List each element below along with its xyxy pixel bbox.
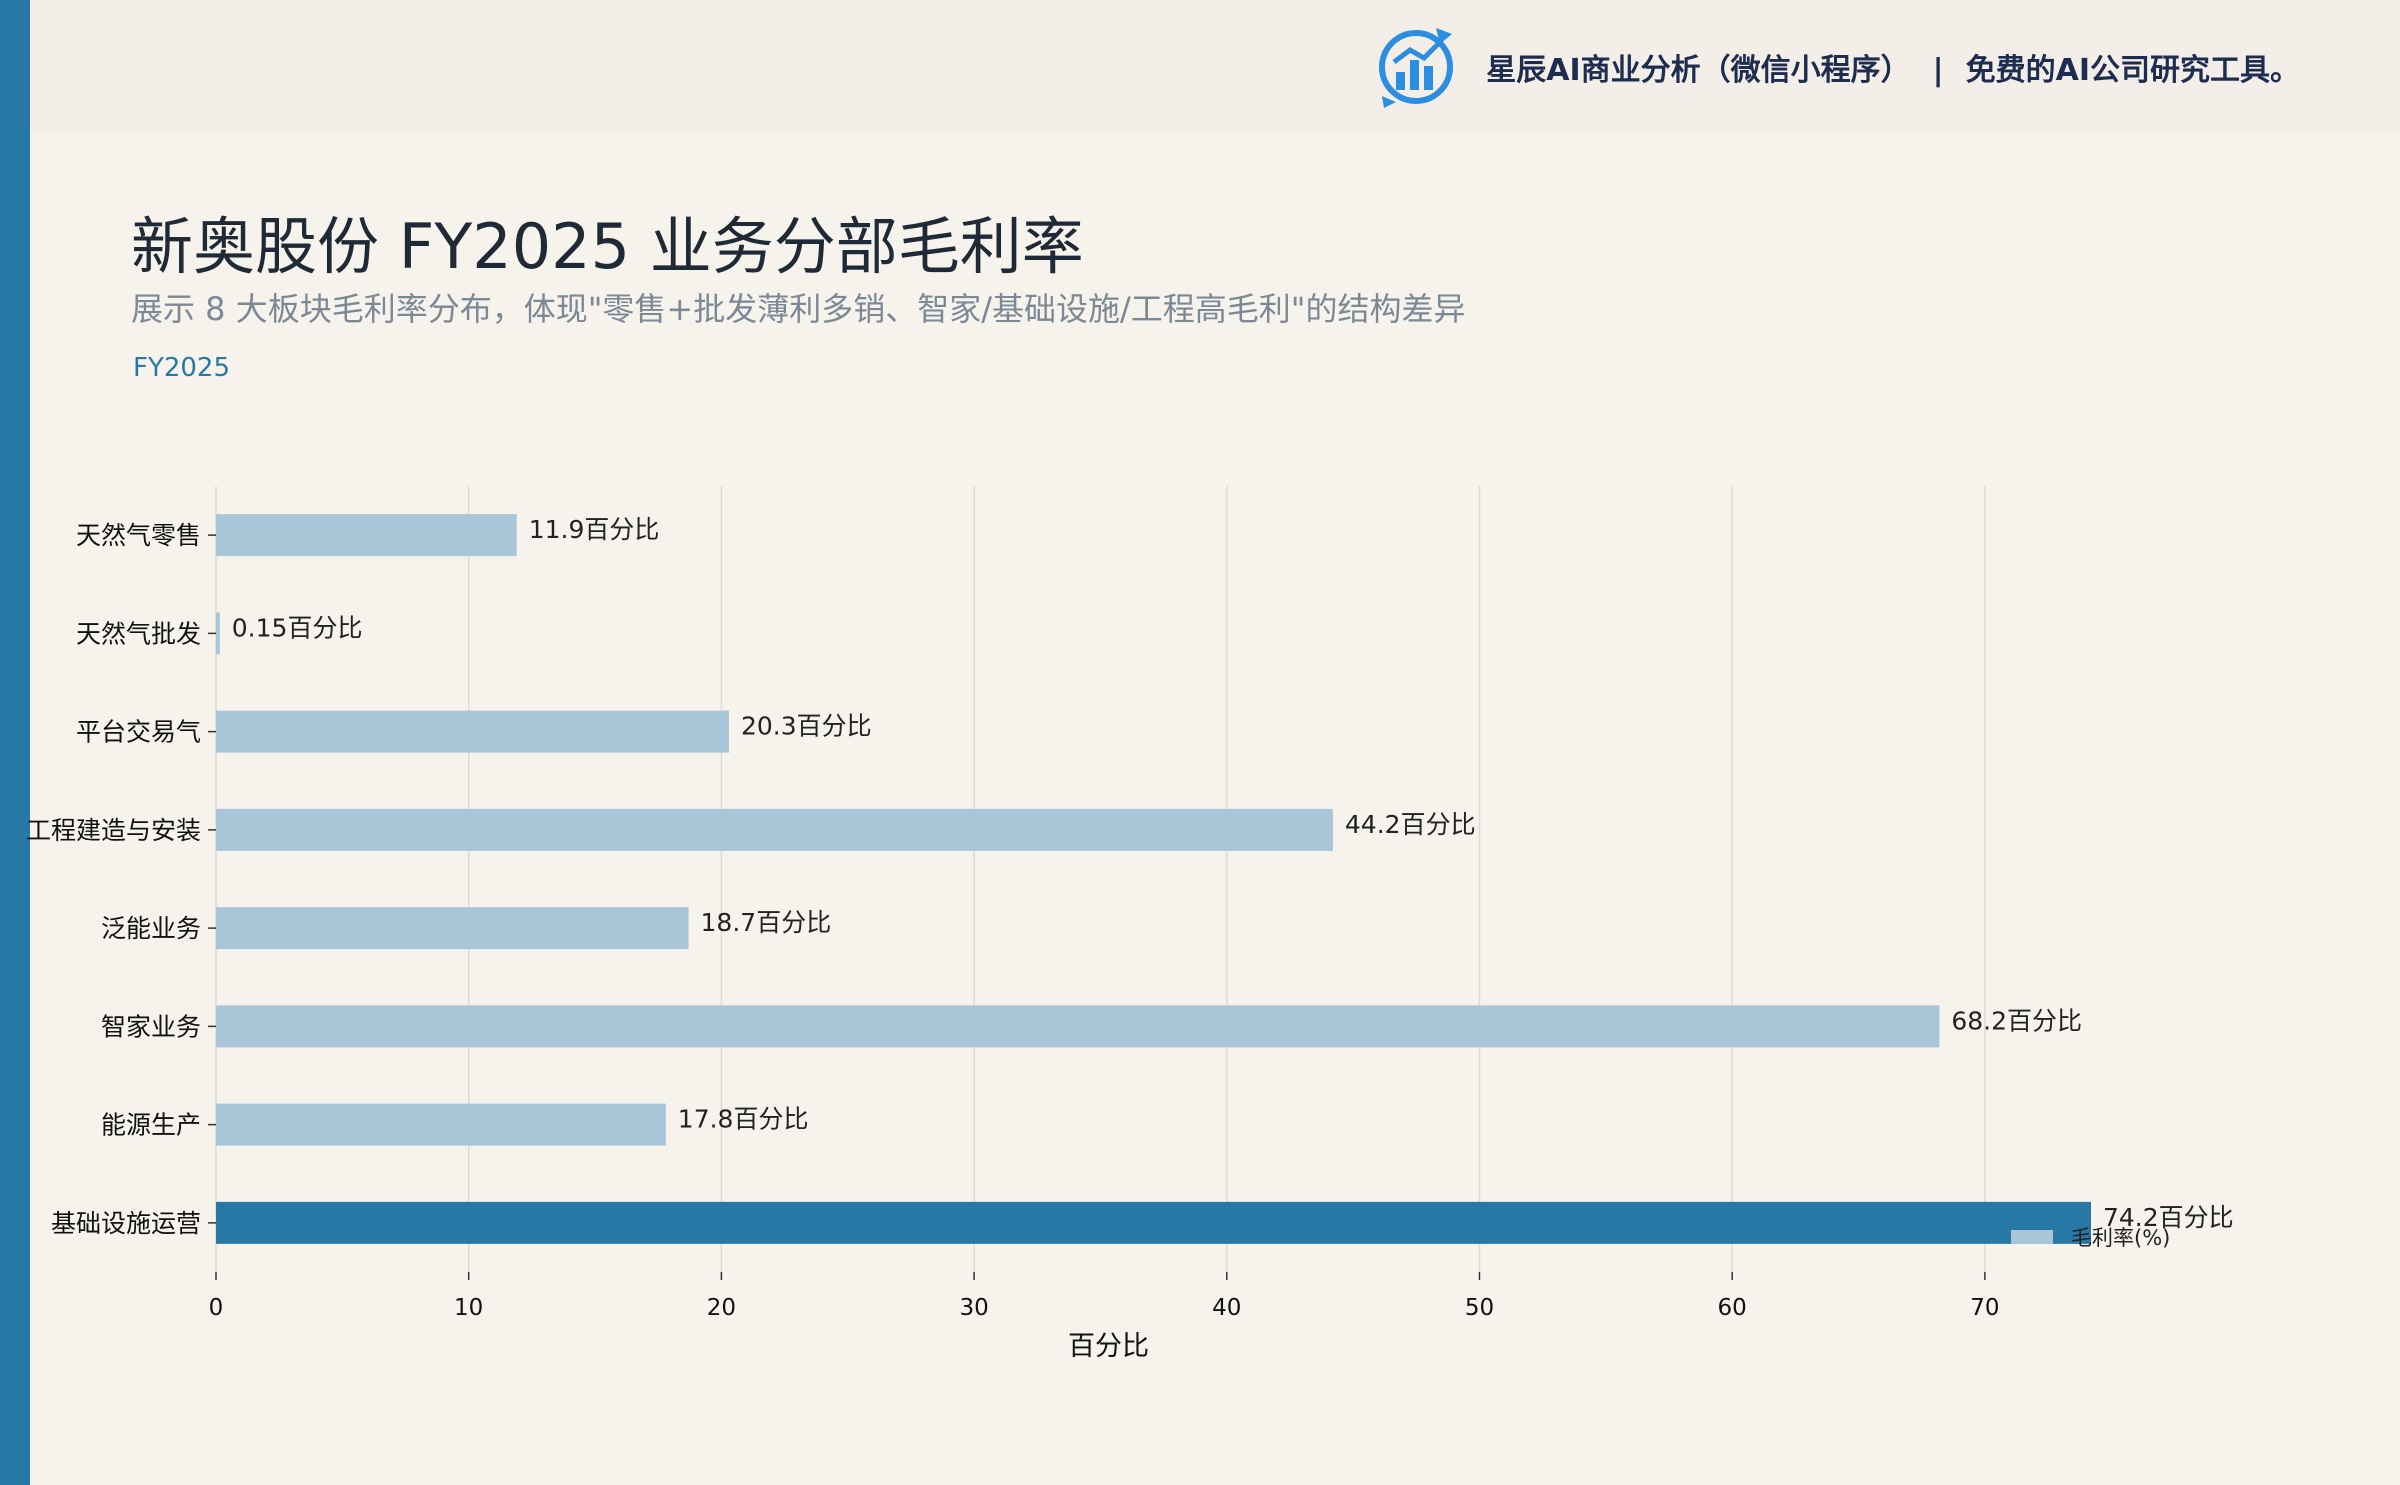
data-label: 0.15百分比	[232, 613, 363, 642]
y-tick-label: 智家业务	[101, 1012, 201, 1041]
data-label: 20.3百分比	[741, 712, 872, 741]
bar[interactable]	[216, 514, 517, 557]
value-label-layer: 11.9百分比 0.15百分比 20.3百分比 44.2百分比 18.7百分比 68.2百…	[232, 515, 2234, 1232]
header-band: 星辰AI商业分析（微信小程序） | 免费的AI公司研究工具。	[30, 0, 2400, 134]
y-tick-label: 能源生产	[101, 1111, 201, 1140]
y-tick-label: 平台交易气	[76, 718, 201, 747]
data-label: 11.9百分比	[529, 515, 660, 544]
brand-tagline: 免费的AI公司研究工具。	[1965, 53, 2300, 88]
x-tick-label: 50	[1465, 1295, 1494, 1321]
x-axis-title: 百分比	[1068, 1331, 1149, 1362]
data-label: 44.2百分比	[1345, 810, 1476, 839]
grid-layer	[215, 486, 1986, 1272]
y-tick-label: 泛能业务	[101, 914, 201, 943]
bar[interactable]	[216, 612, 220, 655]
bar[interactable]	[216, 808, 1333, 851]
bar-layer	[216, 514, 2091, 1244]
x-tick-label: 60	[1718, 1295, 1747, 1321]
y-tick-label: 基础设施运营	[51, 1209, 201, 1238]
x-tick-label: 70	[1970, 1295, 1999, 1321]
left-accent-stripe	[0, 0, 30, 1485]
data-label: 68.2百分比	[1951, 1006, 2082, 1035]
x-axis: 0 10 20 30 40 50 60 70	[209, 1272, 2000, 1321]
period-label: FY2025	[133, 353, 231, 383]
x-tick-label: 40	[1212, 1295, 1241, 1321]
bar-chart-refresh-logo-icon	[1379, 28, 1454, 108]
y-tick-label: 天然气批发	[76, 619, 201, 648]
y-tick-label: 工程建造与安装	[26, 816, 201, 845]
brand-banner[interactable]: 星辰AI商业分析（微信小程序） | 免费的AI公司研究工具。	[1374, 22, 2300, 112]
bar[interactable]	[216, 1005, 1940, 1048]
bar[interactable]	[216, 907, 689, 950]
chart-subtitle: 展示 8 大板块毛利率分布，体现"零售+批发薄利多销、智家/基础设施/工程高毛利…	[131, 290, 1466, 328]
x-tick-label: 10	[454, 1295, 483, 1321]
data-label: 17.8百分比	[678, 1105, 809, 1134]
data-label: 74.2百分比	[2103, 1203, 2234, 1232]
bar[interactable]	[216, 1201, 2091, 1244]
x-tick-label: 20	[707, 1295, 736, 1321]
legend-swatch	[2011, 1230, 2053, 1244]
brand-text: 星辰AI商业分析（微信小程序） | 免费的AI公司研究工具。	[1486, 45, 2300, 89]
legend: 毛利率(%)	[2011, 1226, 2170, 1250]
y-tick-label: 天然气零售	[76, 521, 201, 550]
brand-name: 星辰AI商业分析（微信小程序）	[1486, 53, 1911, 88]
data-label: 18.7百分比	[701, 908, 832, 937]
bar[interactable]	[216, 1103, 666, 1146]
bar[interactable]	[216, 710, 729, 753]
chart-title: 新奥股份 FY2025 业务分部毛利率	[131, 210, 1084, 283]
legend-label: 毛利率(%)	[2071, 1226, 2170, 1250]
x-tick-label: 0	[209, 1295, 224, 1321]
x-tick-label: 30	[959, 1295, 988, 1321]
brand-separator: |	[1932, 53, 1944, 88]
